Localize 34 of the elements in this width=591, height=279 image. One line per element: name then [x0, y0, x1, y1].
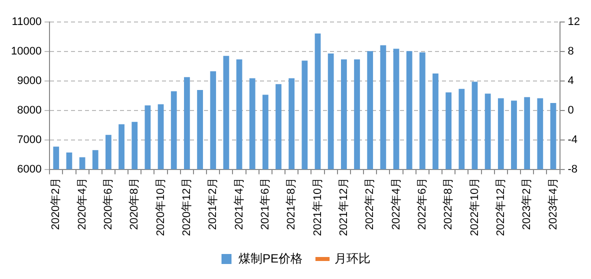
x-tick-label: 2020年6月 [102, 177, 114, 230]
legend-label: 煤制PE价格 [238, 251, 303, 266]
x-tick-label: 2021年8月 [286, 177, 298, 230]
legend-label: 月环比 [334, 251, 371, 266]
x-tick-label: 2023年2月 [521, 177, 534, 230]
y-tick-label: 7000 [17, 134, 42, 146]
y2-tick-label: -4 [568, 134, 578, 146]
x-tick-label: 2020年4月 [76, 177, 88, 230]
y-tick-label: 9000 [17, 74, 42, 87]
y-tick-label: 11000 [12, 16, 42, 28]
y2-tick-label: -8 [568, 163, 578, 176]
y2-tick-label: 12 [568, 16, 580, 28]
x-tick-label: 2021年6月 [259, 177, 272, 230]
x-tick-label: 2020年10月 [154, 177, 167, 236]
x-tick-label: 2021年12月 [338, 177, 350, 236]
x-tick-label: 2022年10月 [468, 177, 481, 236]
y2-tick-label: 8 [568, 45, 574, 58]
x-tick-label: 2022年6月 [416, 177, 428, 230]
x-tick-label: 2022年8月 [442, 177, 455, 230]
x-tick-label: 2021年2月 [207, 177, 220, 230]
y-tick-label: 10000 [10, 45, 42, 58]
y2-tick-label: 4 [568, 74, 574, 87]
x-tick-label: 2023年4月 [547, 177, 560, 230]
x-tick-label: 2020年12月 [180, 177, 193, 236]
x-tick-label: 2020年2月 [50, 177, 62, 230]
y-tick-label: 8000 [17, 104, 42, 116]
x-tick-label: 2022年2月 [364, 177, 376, 230]
x-tick-label: 2020年8月 [128, 177, 141, 230]
x-tick-label: 2021年10月 [312, 177, 324, 236]
x-tick-label: 2022年4月 [390, 177, 402, 230]
x-tick-label: 2022年12月 [494, 177, 507, 236]
y-tick-label: 6000 [17, 163, 42, 176]
y2-tick-label: 0 [568, 104, 574, 116]
x-tick-label: 2021年4月 [233, 177, 246, 230]
